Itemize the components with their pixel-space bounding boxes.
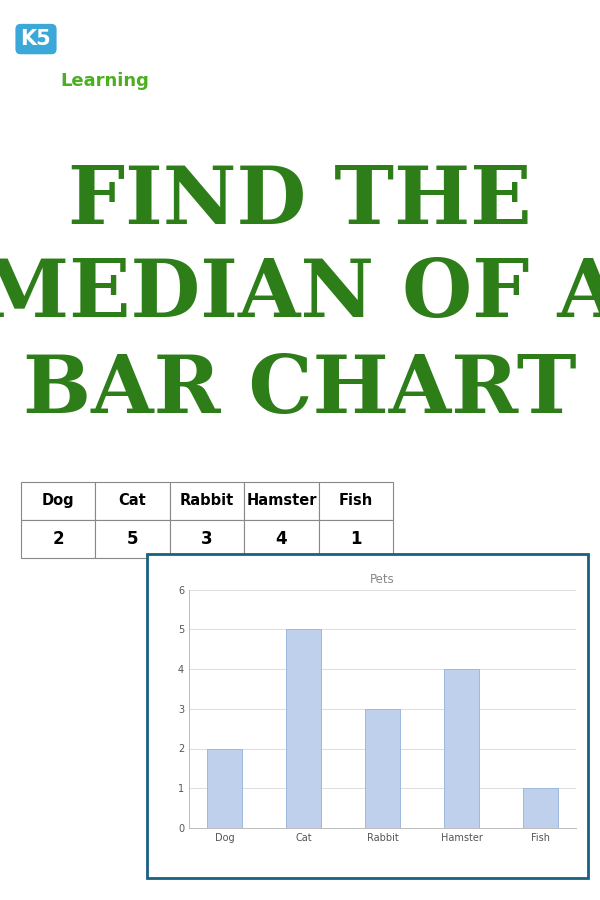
Bar <box>206 749 242 828</box>
Text: FIND THE: FIND THE <box>68 163 532 240</box>
Bar <box>95 482 170 519</box>
Text: Learning: Learning <box>61 72 149 90</box>
Bar <box>244 482 319 519</box>
Bar <box>21 482 95 519</box>
Bar <box>21 519 95 558</box>
Bar <box>365 709 400 828</box>
Text: BAR CHART: BAR CHART <box>23 352 577 430</box>
Bar <box>170 482 244 519</box>
Text: MEDIAN OF A: MEDIAN OF A <box>0 256 600 334</box>
Text: Hamster: Hamster <box>246 493 317 508</box>
Bar <box>95 519 170 558</box>
Text: Rabbit: Rabbit <box>180 493 234 508</box>
Text: 5: 5 <box>127 530 139 548</box>
Title: Pets: Pets <box>370 572 395 586</box>
Text: 4: 4 <box>275 530 287 548</box>
Text: Cat: Cat <box>119 493 146 508</box>
Bar <box>286 629 321 828</box>
Bar <box>523 788 559 828</box>
Text: 3: 3 <box>201 530 213 548</box>
Bar <box>244 519 319 558</box>
Bar <box>319 482 393 519</box>
Text: 1: 1 <box>350 530 362 548</box>
Text: K5: K5 <box>20 29 52 50</box>
Text: Fish: Fish <box>338 493 373 508</box>
Bar <box>444 669 479 828</box>
Text: 2: 2 <box>52 530 64 548</box>
Bar <box>170 519 244 558</box>
Bar <box>319 519 393 558</box>
Text: Dog: Dog <box>42 493 74 508</box>
Bar <box>147 554 588 878</box>
